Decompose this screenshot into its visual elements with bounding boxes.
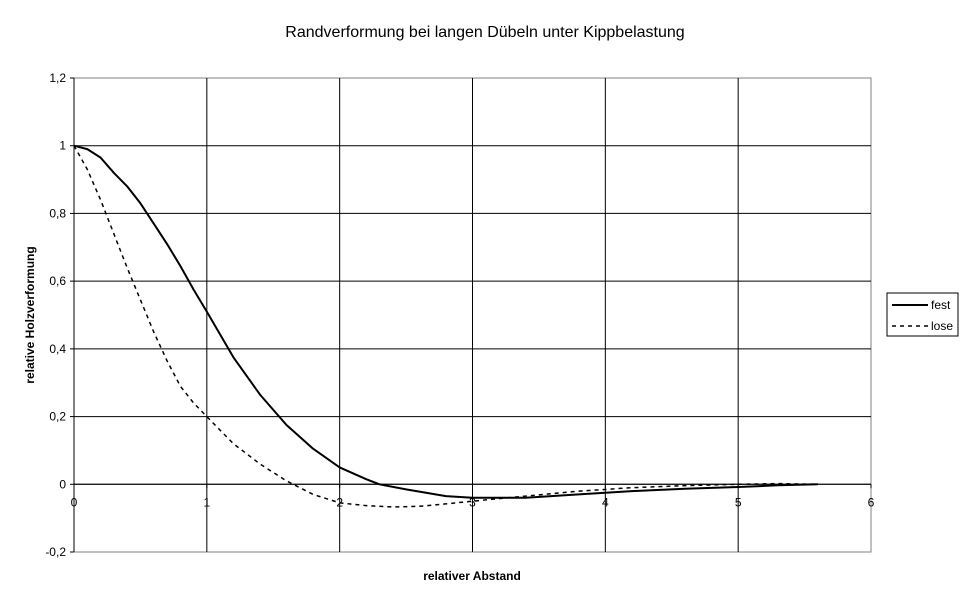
y-tick-label: 1 <box>59 139 66 153</box>
chart-title: Randverformung bei langen Dübeln unter K… <box>285 24 684 41</box>
legend-box <box>886 292 959 337</box>
series-lines <box>73 144 818 508</box>
x-tick-label: 5 <box>735 495 742 509</box>
y-tick-label: 0 <box>59 477 66 491</box>
y-tick-label: 0,8 <box>49 206 66 220</box>
y-tick-label: 0,4 <box>49 342 66 356</box>
series-line-fest <box>73 144 818 499</box>
y-axis-label: relative Holzverformung <box>23 246 37 383</box>
y-tick-label: 0,6 <box>49 274 66 288</box>
legend-label-lose: lose <box>931 319 953 333</box>
legend-label-fest: fest <box>931 298 951 312</box>
x-tick-label: 3 <box>469 495 476 509</box>
series-line-lose <box>73 145 818 508</box>
y-tick-label: -0,2 <box>45 545 66 559</box>
x-tick-label: 1 <box>203 495 210 509</box>
x-tick-label: 4 <box>602 495 609 509</box>
y-tick-label: 0,2 <box>49 410 66 424</box>
y-tick-label: 1,2 <box>49 71 66 85</box>
legend: fest lose <box>886 292 959 337</box>
x-tick-label: 6 <box>868 495 875 509</box>
x-axis-label: relativer Abstand <box>423 569 521 583</box>
x-tick-label: 0 <box>71 495 78 509</box>
tick-labels: -0,200,20,40,60,811,20 1 2 3 4 5 6 <box>45 71 874 559</box>
grid <box>70 77 872 553</box>
